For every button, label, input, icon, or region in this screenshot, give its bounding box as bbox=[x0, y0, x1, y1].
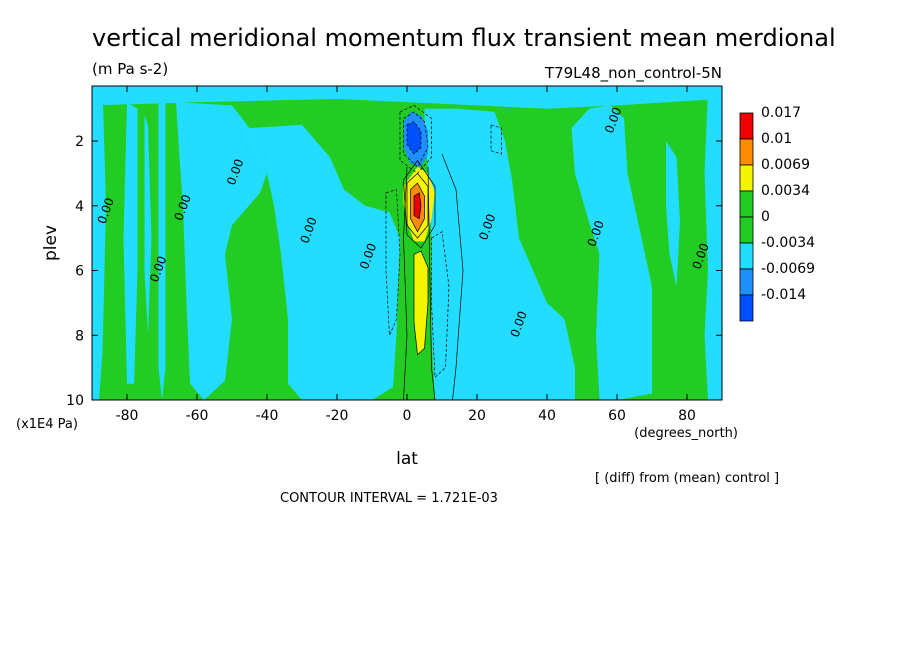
contour-negative bbox=[490, 124, 502, 155]
colorbar-swatch bbox=[739, 190, 754, 218]
region-cyan-11 bbox=[704, 89, 722, 400]
chart-units: (m Pa s-2) bbox=[92, 60, 168, 78]
diff-note: [ (diff) from (mean) control ] bbox=[595, 471, 779, 486]
colorbar-label: 0.0069 bbox=[761, 157, 810, 173]
region-cyan-6 bbox=[249, 124, 400, 400]
contour-line bbox=[403, 166, 408, 400]
region-cyan-5 bbox=[176, 102, 267, 400]
colorbar-label: 0 bbox=[761, 209, 770, 225]
chart-title: vertical meridional momentum flux transi… bbox=[92, 24, 836, 52]
colorbar: 0.017 0.01 0.0069 0.0034 0 -0.0034 -0.0069 -0.0… bbox=[739, 105, 815, 322]
region-cyan-1 bbox=[92, 86, 106, 400]
x-tick-label: -40 bbox=[256, 408, 279, 424]
contour-negative bbox=[399, 104, 432, 174]
contour-line bbox=[427, 166, 436, 400]
contour-negative bbox=[403, 111, 429, 168]
plot-area bbox=[92, 86, 722, 400]
colorbar-swatch bbox=[739, 164, 754, 192]
x-tick-label: 60 bbox=[608, 408, 626, 424]
contour-interval: CONTOUR INTERVAL = 1.721E-03 bbox=[280, 491, 498, 506]
region-red-16 bbox=[414, 192, 421, 219]
y-tick-label: 2 bbox=[75, 134, 84, 150]
y-tick-label: 8 bbox=[75, 328, 84, 344]
y-tick-label: 4 bbox=[75, 199, 84, 215]
region-cyan-9 bbox=[571, 105, 652, 400]
region-dblue-13 bbox=[407, 121, 421, 154]
colorbar-swatch bbox=[739, 216, 754, 244]
colorbar-swatch bbox=[739, 138, 754, 166]
region-cyan-4 bbox=[144, 115, 152, 336]
contour-negative bbox=[385, 189, 401, 336]
colorbar-swatch bbox=[739, 242, 754, 270]
x-tick-label: 0 bbox=[403, 408, 412, 424]
colorbar-label: -0.0034 bbox=[761, 235, 815, 251]
colorbar-swatch bbox=[739, 112, 754, 140]
y-tick-label: 10 bbox=[66, 393, 84, 409]
colorbar-label: -0.014 bbox=[761, 287, 806, 303]
x-axis-label: lat bbox=[396, 449, 418, 469]
region-cyan-8 bbox=[484, 189, 512, 400]
region-cyan-10 bbox=[666, 141, 680, 287]
colorbar-label: 0.017 bbox=[761, 105, 801, 121]
contour-negative bbox=[431, 231, 450, 379]
colorbar-swatch bbox=[739, 268, 754, 296]
x-tick-label: 80 bbox=[678, 408, 696, 424]
y-tick-label: 6 bbox=[75, 264, 84, 280]
x-tick-label: 40 bbox=[538, 408, 556, 424]
colorbar-swatch bbox=[739, 294, 754, 322]
colorbar-label: -0.0069 bbox=[761, 261, 815, 277]
colorbar-label: 0.0034 bbox=[761, 183, 810, 199]
contour-negative bbox=[406, 121, 422, 155]
region-cyan-2 bbox=[123, 102, 138, 384]
contour-positive bbox=[403, 159, 436, 249]
x-tick-label: -20 bbox=[326, 408, 349, 424]
x-axis-units: (degrees_north) bbox=[634, 426, 738, 441]
region-cyan-3 bbox=[158, 92, 166, 400]
region-yellow-17 bbox=[414, 251, 428, 355]
x-tick-label: -60 bbox=[186, 408, 209, 424]
region-cyan-0 bbox=[92, 86, 722, 109]
contour-positive bbox=[410, 182, 425, 233]
run-label: T79L48_non_control-5N bbox=[544, 64, 722, 83]
colorbar-label: 0.01 bbox=[761, 131, 792, 147]
x-tick-label: 20 bbox=[468, 408, 486, 424]
contour-positive bbox=[413, 192, 422, 220]
contour-line bbox=[441, 153, 464, 400]
y-axis-label: plev bbox=[41, 225, 61, 261]
x-tick-label: -80 bbox=[116, 408, 139, 424]
y-axis-units: (x1E4 Pa) bbox=[16, 417, 78, 432]
contour-positive bbox=[413, 250, 429, 356]
